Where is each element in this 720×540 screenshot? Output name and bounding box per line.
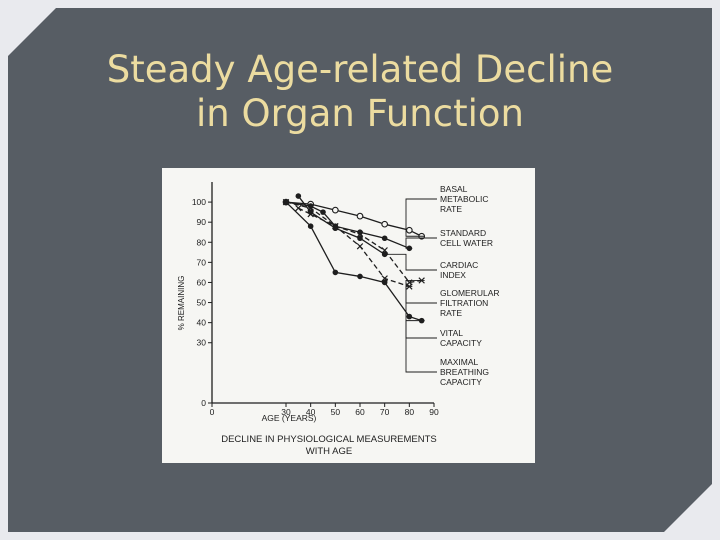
series-maximal-breathing-capacity: [283, 199, 424, 323]
data-point-stroke: [296, 205, 302, 211]
x-tick-label: 30: [281, 407, 291, 417]
data-point: [296, 193, 302, 199]
data-point-stroke: [382, 248, 388, 254]
data-point-stroke: [357, 231, 363, 237]
chart-figure: 0 30 40 50 60 70 80 90 100 0 30 40 50 60 70 80 90 BASAL M…: [162, 168, 535, 463]
data-point-stroke: [333, 223, 339, 229]
axes: 0 30 40 50 60 70 80 90 100 0 30 40 50 60 70 80 90: [192, 182, 439, 417]
legend-label: CAPACITY: [440, 338, 482, 348]
x-tick-label: 90: [429, 407, 439, 417]
y-tick-label: 60: [197, 277, 207, 287]
y-tick-label: 30: [197, 338, 207, 348]
data-point: [333, 223, 339, 229]
slide-title-line-2: in Organ Function: [196, 92, 524, 135]
data-point: [333, 270, 339, 276]
data-point: [283, 199, 289, 205]
legend-label: VITAL: [440, 328, 463, 338]
data-point: [357, 235, 363, 241]
y-tick-label: 40: [197, 318, 207, 328]
legend-label: MAXIMAL: [440, 357, 479, 367]
legend-label: METABOLIC: [440, 194, 489, 204]
legend-leader-line: [406, 199, 437, 236]
data-point: [407, 314, 413, 320]
series-layer: [283, 193, 424, 323]
data-point: [407, 227, 413, 233]
legend-label: INDEX: [440, 270, 466, 280]
data-point: [308, 223, 314, 229]
data-point: [382, 248, 388, 254]
x-tick-label: 40: [306, 407, 316, 417]
y-tick-label: 0: [201, 398, 206, 408]
x-tick-label: 80: [405, 407, 415, 417]
legend-label: CAPACITY: [440, 377, 482, 387]
chart-caption-line-1: DECLINE IN PHYSIOLOGICAL MEASUREMENTS: [221, 434, 437, 445]
series-standard-cell-water: [283, 199, 412, 251]
slide: Steady Age-related Decline in Organ Func…: [8, 8, 712, 532]
series-line: [286, 202, 422, 321]
legend-label: CARDIAC: [440, 260, 478, 270]
data-point: [357, 274, 363, 280]
data-point: [382, 280, 388, 286]
slide-title-line-1: Steady Age-related Decline: [106, 48, 614, 91]
x-tick-label: 60: [355, 407, 365, 417]
data-point: [357, 243, 363, 249]
legend-label: BREATHING: [440, 367, 489, 377]
series-glomerular-filtration-rate: [283, 199, 424, 285]
x-tick-label: 70: [380, 407, 390, 417]
data-point-stroke: [308, 205, 314, 211]
x-axis-label: AGE (YEARS): [262, 413, 317, 423]
data-point: [382, 235, 388, 241]
data-point-stroke: [382, 276, 388, 282]
data-point: [308, 205, 314, 211]
legend-label: RATE: [440, 308, 462, 318]
data-point-stroke: [308, 211, 314, 217]
legend-label: CELL WATER: [440, 238, 493, 248]
data-point: [320, 209, 326, 215]
data-point: [296, 205, 302, 211]
legend-label: FILTRATION: [440, 298, 488, 308]
data-point: [382, 221, 388, 227]
x-tick-label: 0: [210, 407, 215, 417]
legend-leader-line: [406, 321, 437, 372]
data-point: [382, 276, 388, 282]
data-point-stroke: [357, 243, 363, 249]
slide-title: Steady Age-related Decline in Organ Func…: [8, 48, 712, 136]
legend-label: GLOMERULAR: [440, 288, 500, 298]
y-tick-label: 80: [197, 237, 207, 247]
data-point: [308, 211, 314, 217]
data-point: [333, 207, 339, 213]
y-tick-label: 100: [192, 197, 206, 207]
data-point: [357, 231, 363, 237]
legend-label: RATE: [440, 204, 462, 214]
x-tick-label: 50: [331, 407, 341, 417]
y-axis-label: % REMAINING: [177, 276, 186, 331]
legend-leader-line: [406, 286, 437, 338]
legend-label: STANDARD: [440, 228, 486, 238]
legend-label: BASAL: [440, 184, 468, 194]
legend-leader-line: [388, 254, 437, 270]
y-tick-label: 70: [197, 257, 207, 267]
series-vital-capacity: [296, 205, 413, 289]
y-tick-label: 90: [197, 217, 207, 227]
data-point: [357, 213, 363, 219]
chart-caption-line-2: WITH AGE: [306, 446, 352, 457]
series-line: [298, 208, 409, 286]
legend-leader-line: [406, 238, 437, 248]
y-tick-label: 50: [197, 298, 207, 308]
